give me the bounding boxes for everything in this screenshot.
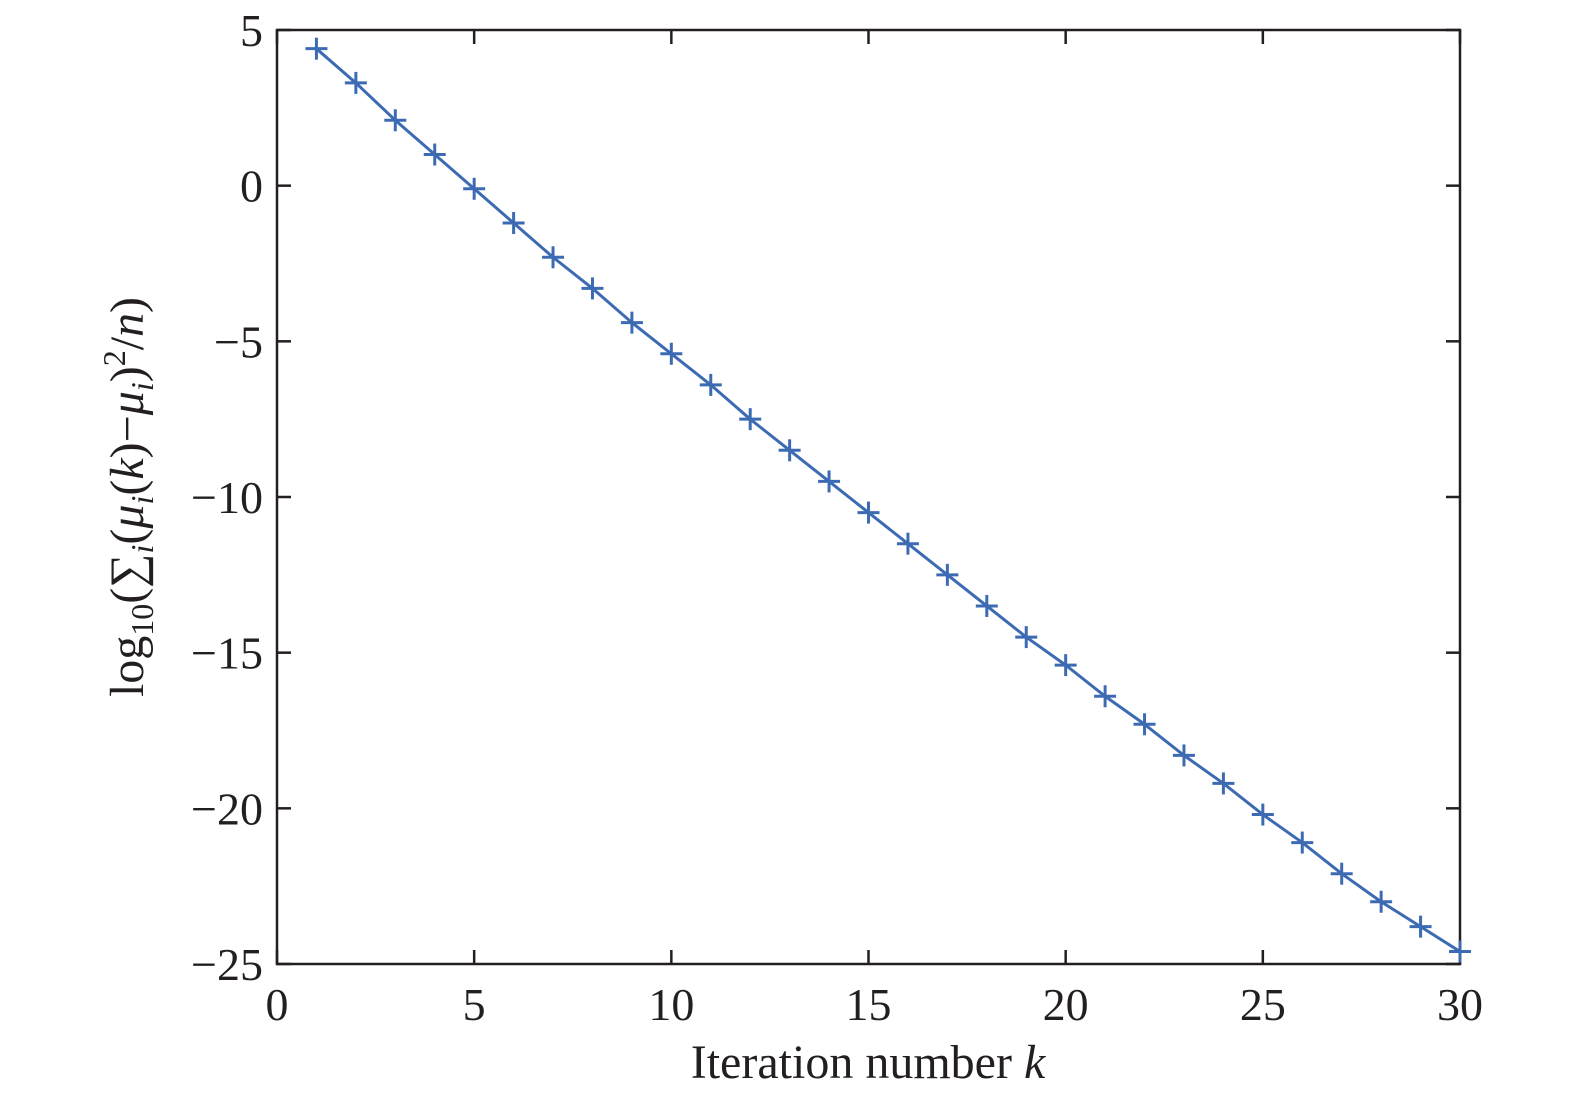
x-tick-label: 20 bbox=[1043, 979, 1089, 1030]
data-point-marker bbox=[423, 143, 446, 166]
data-point-marker bbox=[1172, 744, 1195, 767]
y-label-mu2-sub: i bbox=[124, 382, 160, 391]
data-point-marker bbox=[305, 37, 328, 60]
y-label-close1: ) bbox=[101, 366, 154, 382]
y-tick-label: 5 bbox=[240, 5, 263, 56]
data-point-marker bbox=[699, 373, 722, 396]
data-point-marker bbox=[384, 109, 407, 132]
x-tick-label: 10 bbox=[648, 979, 694, 1030]
y-label-arg-close: ) bbox=[101, 442, 154, 458]
y-label-log: log bbox=[101, 636, 154, 697]
y-label-mu2: μ bbox=[101, 391, 154, 416]
x-tick-label: 30 bbox=[1437, 979, 1483, 1030]
y-tick-label: −5 bbox=[214, 316, 263, 367]
data-point-marker bbox=[660, 342, 683, 365]
data-point-marker bbox=[936, 563, 959, 586]
data-point-marker bbox=[1054, 654, 1077, 677]
data-point-marker bbox=[778, 439, 801, 462]
x-tick-label: 25 bbox=[1240, 979, 1286, 1030]
x-axis-title-variable: k bbox=[1024, 1036, 1047, 1089]
y-axis-title: log10(∑i(μi(k)−μi)2/n) bbox=[96, 297, 160, 697]
data-point-marker bbox=[739, 408, 762, 431]
y-label-open: ( bbox=[101, 588, 154, 604]
data-point-marker bbox=[463, 177, 486, 200]
y-label-arg-open: ( bbox=[101, 480, 154, 496]
x-tick-label: 5 bbox=[463, 979, 486, 1030]
data-point-marker bbox=[542, 246, 565, 269]
y-tick-label: −15 bbox=[191, 628, 263, 679]
y-label-square: 2 bbox=[96, 350, 132, 366]
data-point-marker bbox=[502, 212, 525, 235]
data-point-marker bbox=[1251, 803, 1274, 826]
x-axis-title: Iteration number k bbox=[691, 1036, 1047, 1089]
data-point-marker bbox=[581, 277, 604, 300]
y-label-slash: / bbox=[101, 336, 154, 350]
data-point-marker bbox=[818, 470, 841, 493]
y-label-close2: ) bbox=[101, 297, 154, 313]
y-tick-label: −25 bbox=[191, 939, 263, 990]
data-series bbox=[305, 37, 1471, 963]
x-axis-title-text: Iteration number bbox=[691, 1036, 1024, 1089]
y-label-mu: μ bbox=[101, 505, 154, 530]
y-label-paren1: ( bbox=[101, 529, 154, 545]
data-point-marker bbox=[857, 501, 880, 524]
x-tick-label: 15 bbox=[846, 979, 892, 1030]
data-point-marker bbox=[1409, 915, 1432, 938]
data-point-marker bbox=[896, 532, 919, 555]
data-point-marker bbox=[1133, 713, 1156, 736]
data-point-marker bbox=[1330, 862, 1353, 885]
data-point-marker bbox=[1449, 940, 1471, 963]
data-point-marker bbox=[1291, 831, 1314, 854]
data-point-marker bbox=[975, 594, 998, 617]
y-label-sum-sub: i bbox=[124, 545, 160, 554]
y-label-log-sub: 10 bbox=[124, 604, 160, 636]
y-tick-label: −20 bbox=[191, 783, 263, 834]
data-point-marker bbox=[344, 71, 367, 94]
data-point-marker bbox=[1212, 772, 1235, 795]
data-point-marker bbox=[1015, 626, 1038, 649]
y-tick-label: −10 bbox=[191, 472, 263, 523]
y-label-mu-sub: i bbox=[124, 496, 160, 505]
y-label-k: k bbox=[101, 457, 154, 480]
series-line bbox=[315, 47, 1461, 953]
y-label-minus: − bbox=[101, 415, 154, 442]
data-point-marker bbox=[1370, 890, 1393, 913]
data-point-marker bbox=[1094, 685, 1117, 708]
axis-ticks: 0 5 10 15 20 25 30 5 0 −5 −10 −15 −20 −25 bbox=[191, 5, 1483, 1030]
y-tick-label: 0 bbox=[240, 161, 263, 212]
y-label-sum: ∑ bbox=[101, 553, 154, 587]
x-tick-label: 0 bbox=[266, 979, 289, 1030]
y-label-n: n bbox=[101, 313, 154, 337]
data-point-marker bbox=[620, 311, 643, 334]
